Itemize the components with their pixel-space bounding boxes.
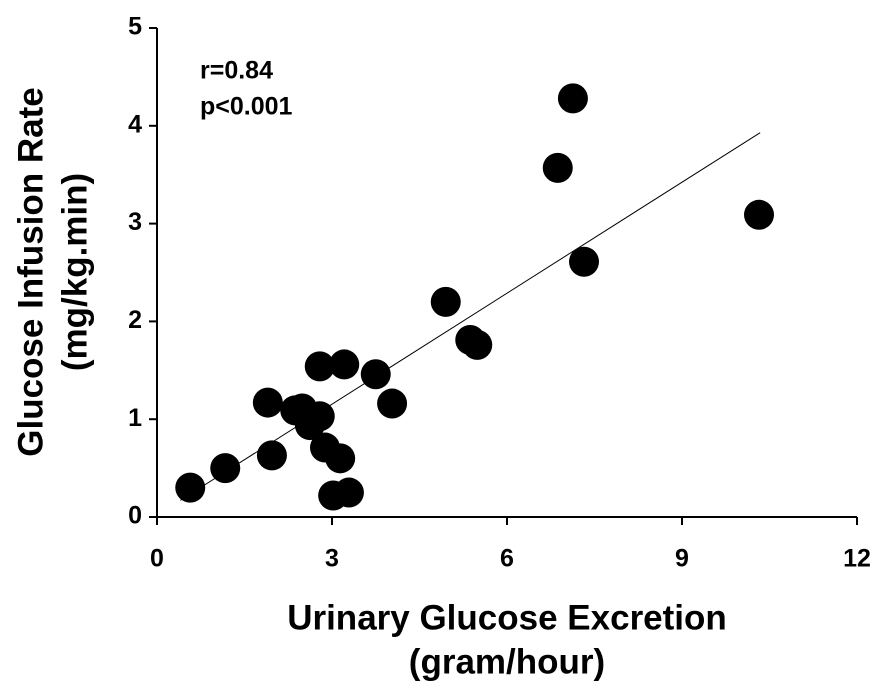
- point: [304, 401, 335, 432]
- point: [304, 351, 335, 382]
- y-tick-label: 4: [128, 110, 142, 138]
- x-tick-label: 6: [500, 545, 514, 573]
- point: [744, 199, 774, 230]
- point: [256, 440, 287, 471]
- point: [377, 388, 408, 419]
- point: [333, 477, 364, 508]
- annotation: r=0.84: [200, 57, 273, 85]
- point: [329, 349, 360, 380]
- x-tick-label: 3: [325, 545, 339, 573]
- point: [210, 453, 241, 484]
- point: [542, 152, 573, 183]
- fit-line: [180, 132, 761, 501]
- x-tick-label: 0: [150, 545, 164, 573]
- point: [430, 286, 461, 317]
- y-axis-title: Glucose Infusion Rate: [11, 87, 50, 457]
- point: [325, 443, 356, 474]
- point: [557, 83, 588, 114]
- y-tick-label: 3: [128, 208, 142, 236]
- point: [462, 329, 493, 360]
- x-tick-label: 9: [675, 545, 689, 573]
- point: [360, 359, 391, 390]
- point: [175, 472, 206, 503]
- y-tick-label: 2: [128, 306, 142, 334]
- x-tick-label: 12: [843, 545, 871, 573]
- point: [252, 387, 283, 418]
- y-tick-label: 5: [128, 13, 142, 41]
- y-axis-title: (mg/kg.min): [55, 173, 94, 371]
- y-tick-label: 1: [128, 404, 142, 432]
- x-axis-title: Urinary Glucose Excretion: [287, 598, 727, 637]
- point: [569, 246, 599, 277]
- annotation: p<0.001: [200, 93, 293, 121]
- x-axis-title: (gram/hour): [409, 642, 605, 681]
- y-tick-label: 0: [128, 502, 142, 530]
